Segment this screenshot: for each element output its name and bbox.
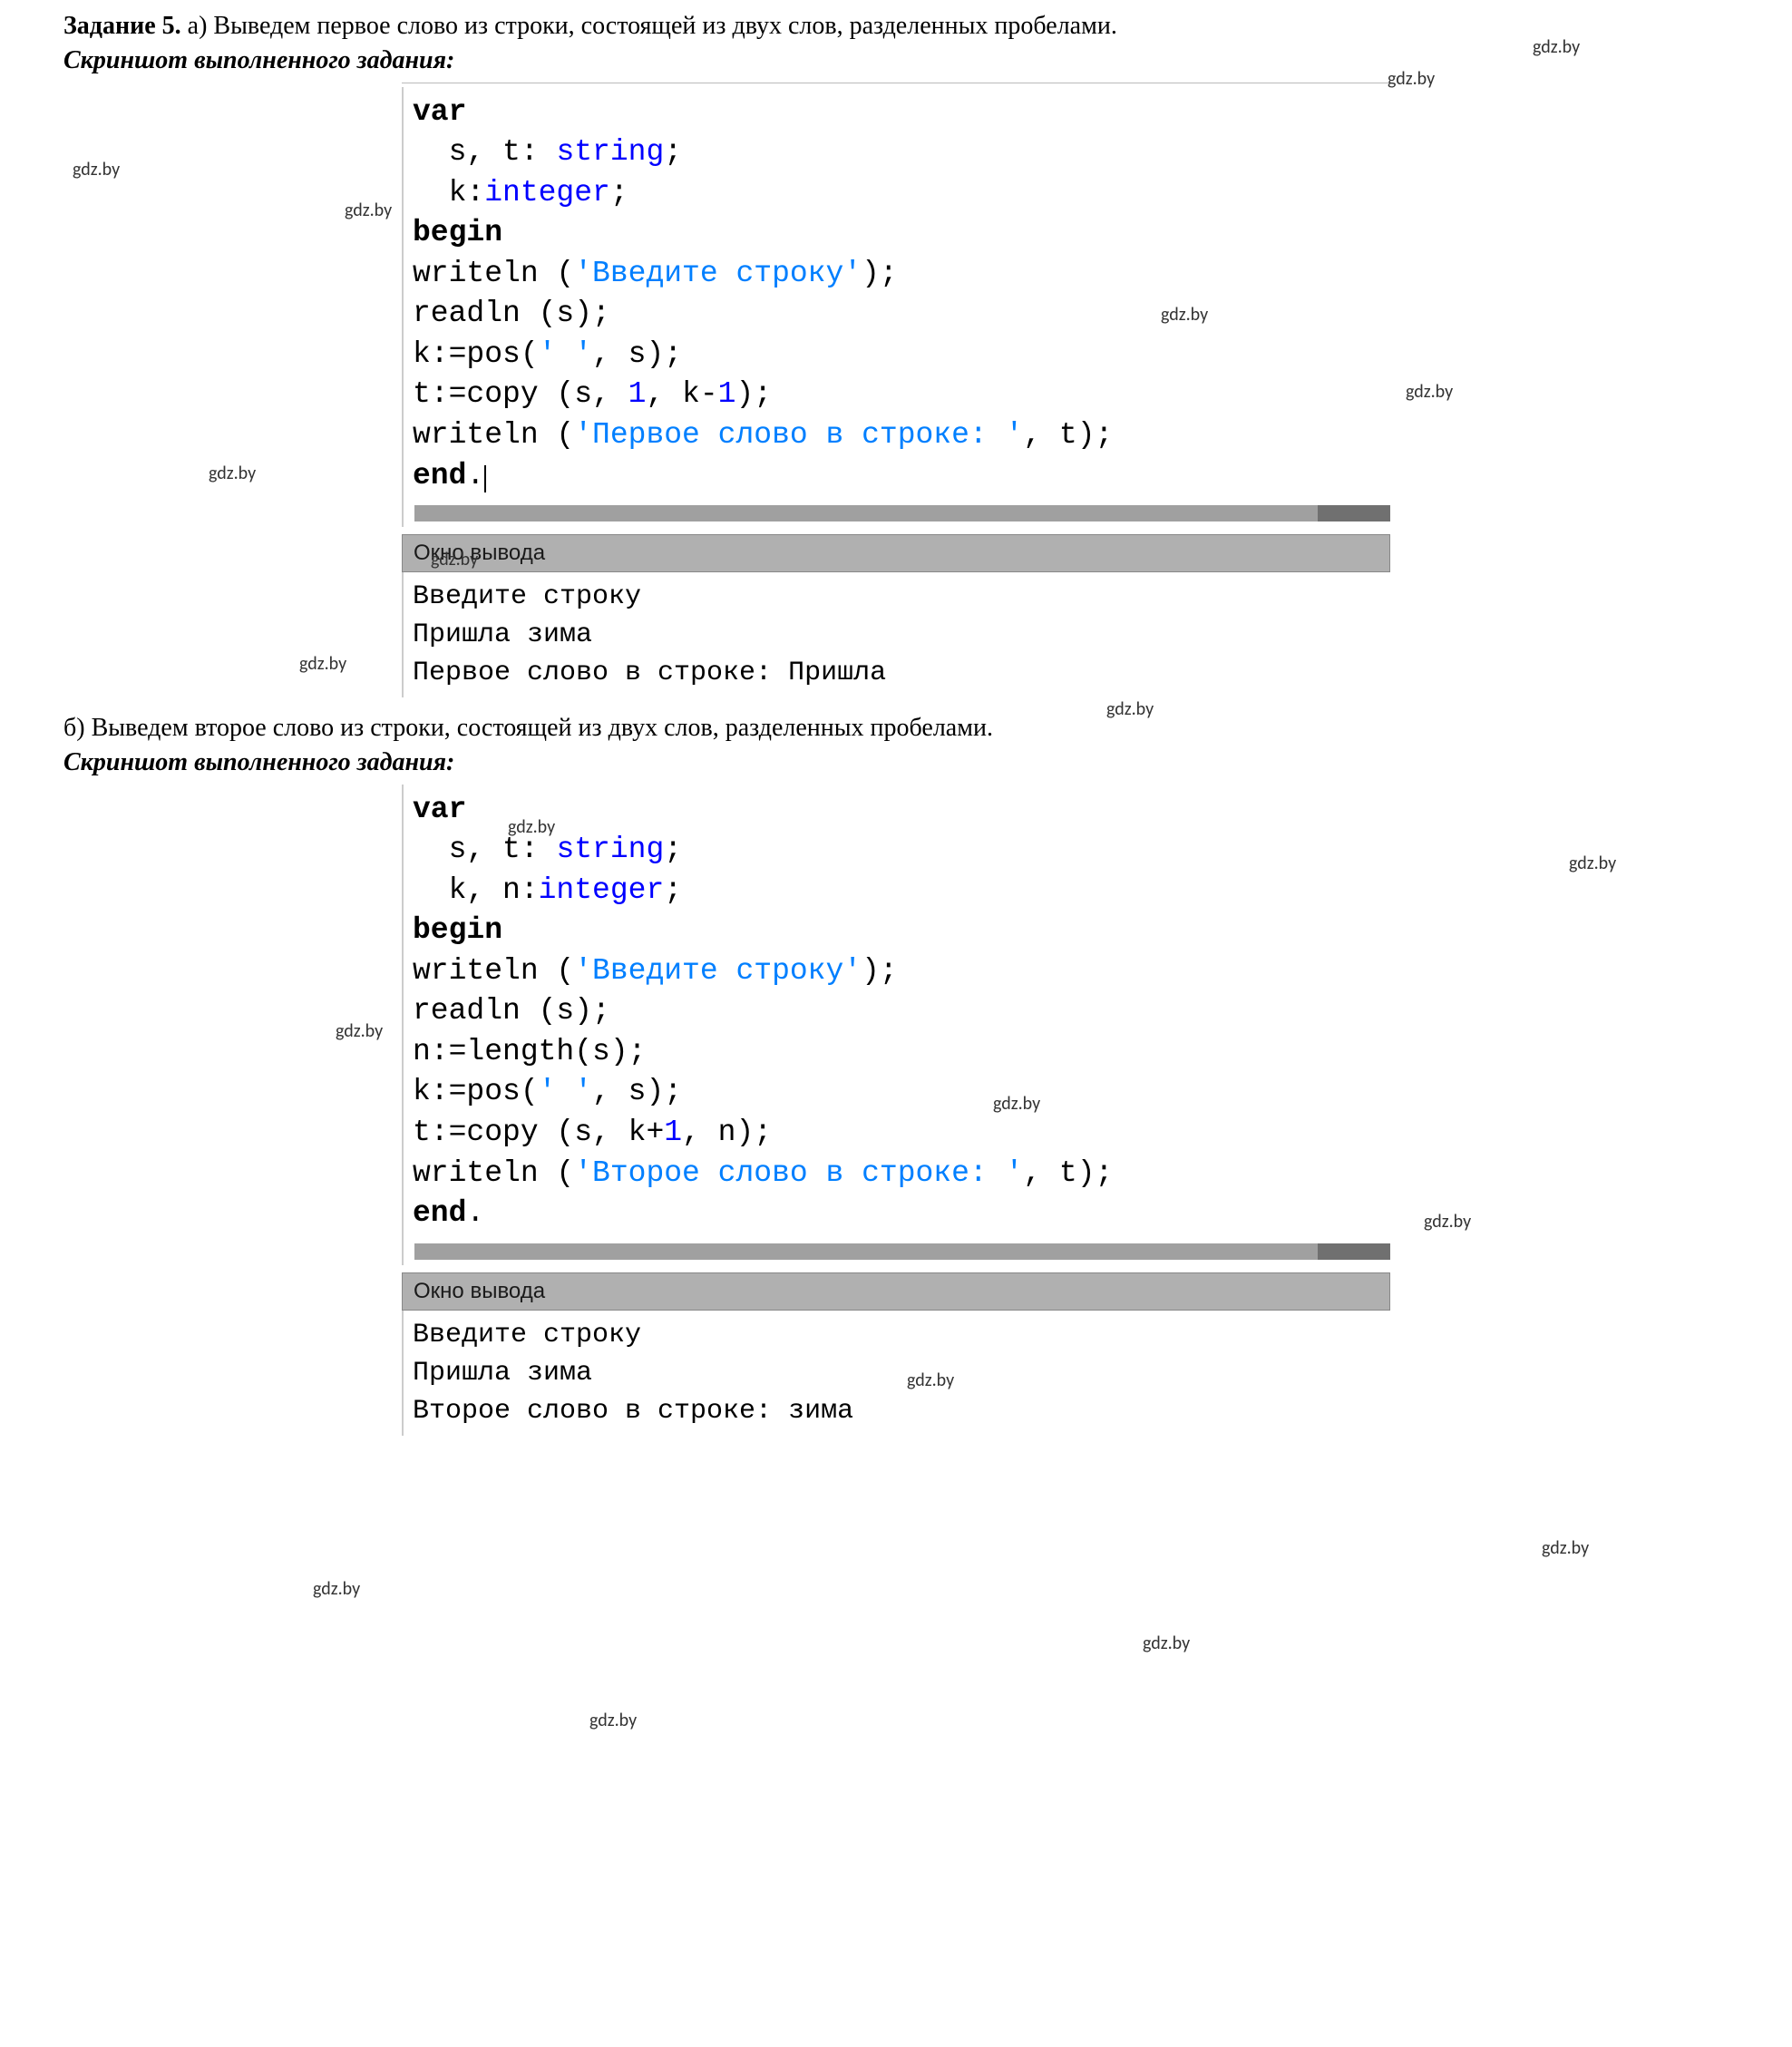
code-a-pre: var s, t: string; k:integer; begin write… — [413, 93, 1390, 496]
scrollbar-a[interactable] — [414, 505, 1390, 521]
watermark: gdz.by — [1542, 1537, 1589, 1559]
watermark: gdz.by — [589, 1710, 637, 1731]
watermark: gdz.by — [336, 1020, 383, 1042]
watermark: gdz.by — [1143, 1633, 1190, 1654]
screenshot-a: var s, t: string; k:integer; begin write… — [402, 83, 1390, 697]
task-a-subtitle: Скриншот выполненного задания: — [63, 46, 454, 74]
watermark: gdz.by — [73, 159, 120, 180]
code-b-pre: var s, t: string; k, n:integer; begin wr… — [413, 790, 1390, 1234]
task-b-text: б) Выведем второе слово из строки, состо… — [63, 714, 993, 742]
task-a-subtitle-row: Скриншот выполненного задания: — [18, 44, 1774, 78]
watermark: gdz.by — [313, 1578, 360, 1600]
output-header-b: Окно вывода — [402, 1272, 1390, 1311]
watermark: gdz.by — [299, 653, 346, 675]
output-header-a: Окно вывода — [402, 534, 1390, 572]
task-label: Задание 5. — [63, 12, 181, 40]
task-b-paragraph: б) Выведем второе слово из строки, состо… — [18, 711, 1774, 746]
code-area-a: var s, t: string; k:integer; begin write… — [402, 87, 1390, 527]
output-b-pre: Введите строку Пришла зима Второе слово … — [413, 1316, 1381, 1430]
task-b-subtitle-row: Скриншот выполненного задания: — [18, 746, 1774, 780]
task-a-paragraph: Задание 5. а) Выведем первое слово из ст… — [18, 9, 1774, 44]
watermark: gdz.by — [1406, 381, 1453, 403]
task-a-text: а) Выведем первое слово из строки, состо… — [181, 12, 1117, 40]
watermark: gdz.by — [1569, 853, 1616, 874]
scrollbar-b[interactable] — [414, 1243, 1390, 1260]
watermark: gdz.by — [1424, 1211, 1471, 1233]
code-area-b: var s, t: string; k, n:integer; begin wr… — [402, 785, 1390, 1265]
output-area-a: Введите строку Пришла зима Первое слово … — [402, 572, 1390, 697]
output-a-pre: Введите строку Пришла зима Первое слово … — [413, 578, 1381, 692]
output-area-b: Введите строку Пришла зима Второе слово … — [402, 1311, 1390, 1436]
task-b-subtitle: Скриншот выполненного задания: — [63, 748, 454, 776]
watermark: gdz.by — [209, 463, 256, 484]
watermark: gdz.by — [345, 200, 392, 221]
screenshot-b: var s, t: string; k, n:integer; begin wr… — [402, 785, 1390, 1436]
